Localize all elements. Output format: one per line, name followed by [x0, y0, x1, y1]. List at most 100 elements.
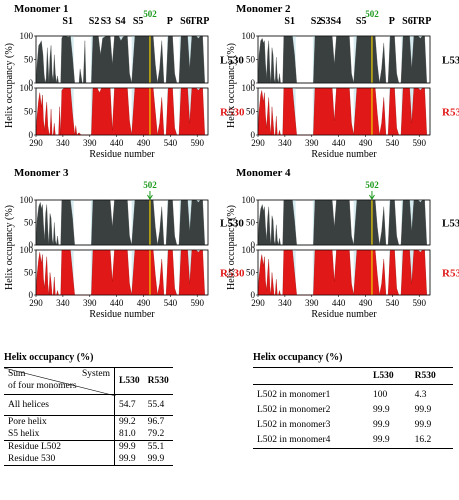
x-tick-label: 290: [251, 298, 265, 308]
r530-occupancy-area: [257, 249, 430, 296]
row-value-l530: 99.9: [119, 442, 136, 452]
x-tick-label: 540: [386, 138, 400, 148]
series-label: L530: [220, 55, 244, 67]
marker-label: 502: [365, 9, 379, 19]
r530-occupancy-area: [35, 87, 208, 136]
x-tick-label: 340: [278, 298, 292, 308]
row-value-l530: 99.2: [119, 417, 136, 427]
x-tick-label: 490: [137, 298, 151, 308]
segment-label: TRP: [189, 16, 209, 27]
y-tick-label: 0: [251, 78, 256, 88]
panel-title: Monomer 4: [236, 167, 291, 179]
y-tick-label: 0: [29, 240, 34, 250]
segment-label: S2: [89, 16, 100, 27]
summary-table: System Sum of four monomers L530 R530 Al…: [4, 367, 173, 466]
y-tick-label: 50: [246, 268, 256, 278]
y-tick-label: 0: [29, 78, 34, 88]
row-label: L502 in monomer2: [257, 405, 331, 415]
helix-occupancy-summary-table: Helix occupancy (%) System Sum of four m…: [4, 352, 210, 466]
marker-label: 502: [365, 180, 379, 190]
header-sum-line2: of four monomers: [8, 381, 77, 391]
row-label: L502 in monomer3: [257, 420, 331, 430]
marker-arrow: [369, 191, 375, 200]
x-tick-label: 490: [359, 298, 373, 308]
marker-label: 502: [143, 9, 157, 19]
row-value-r530: 99.9: [414, 405, 432, 415]
helix-occupancy-figure: Monomer 1S1 S2 S3 S4 S5 P S6TRP502050100L53005…: [4, 3, 459, 320]
y-axis-label: Helix occupancy (%): [226, 43, 237, 128]
y-tick-label: 50: [246, 55, 256, 65]
row-label: All helices: [4, 394, 115, 416]
x-tick-label: 590: [413, 298, 427, 308]
row-value-r530: 16.2: [414, 435, 432, 445]
l530-occupancy-area: [35, 199, 208, 246]
row-label: Residue L502: [4, 440, 115, 453]
x-tick-label: 340: [56, 298, 70, 308]
segment-label: S1: [62, 16, 73, 27]
y-tick-label: 0: [251, 240, 256, 250]
col-header-r530: R530: [147, 376, 169, 386]
series-label: L530: [442, 218, 459, 230]
x-tick-label: 390: [83, 138, 97, 148]
segment-label: S6: [180, 16, 191, 27]
series-label: R530: [220, 107, 245, 119]
l530-occupancy-area: [257, 199, 430, 246]
row-value-r530: 4.3: [414, 390, 427, 400]
y-tick-label: 50: [24, 268, 34, 278]
row-value-l530: 54.7: [119, 400, 136, 410]
empty-header-cell: [253, 368, 369, 385]
y-tick-label: 50: [24, 55, 34, 65]
header-system: System: [82, 369, 110, 379]
r530-occupancy-area: [257, 87, 430, 136]
y-tick-label: 50: [24, 107, 34, 117]
y-axis-label: Helix occupancy (%): [4, 205, 15, 290]
diagonal-line: [4, 368, 116, 396]
y-axis-label: Helix occupancy (%): [226, 205, 237, 290]
y-tick-label: 100: [242, 31, 256, 41]
x-tick-label: 590: [191, 138, 205, 148]
x-tick-label: 290: [251, 138, 265, 148]
segment-label: P: [389, 16, 395, 27]
row-value-r530: 99.9: [414, 420, 432, 430]
row-value-l530: 99.9: [373, 420, 390, 430]
x-tick-label: 290: [29, 138, 43, 148]
row-value-l530: 99.9: [119, 454, 136, 464]
x-tick-label: 390: [305, 138, 319, 148]
y-tick-label: 50: [246, 107, 256, 117]
y-tick-label: 0: [29, 290, 34, 300]
l502-table: L530 R530 L502 in monomer1 100 4.3 L502 …: [253, 367, 453, 449]
segment-label: S5: [356, 16, 367, 27]
r530-occupancy-area: [35, 249, 208, 296]
x-tick-label: 590: [191, 298, 205, 308]
segment-label: TRP: [411, 16, 431, 27]
row-value-r530: 55.1: [147, 442, 165, 452]
x-tick-label: 540: [164, 138, 178, 148]
x-tick-label: 440: [332, 138, 346, 148]
x-axis-label: Residue number: [89, 149, 155, 160]
series-label: R530: [220, 268, 245, 280]
col-header-r530: R530: [414, 371, 436, 381]
x-tick-label: 440: [110, 298, 124, 308]
l502-occupancy-table: Helix occupancy (%) L530 R530 L502 in mo…: [253, 352, 453, 449]
x-axis-label: Residue number: [311, 309, 377, 320]
row-label: S5 helix: [4, 428, 115, 441]
panel-title: Monomer 1: [14, 3, 68, 15]
segment-label: S2: [311, 16, 322, 27]
x-tick-label: 340: [56, 138, 70, 148]
table-right-title: Helix occupancy (%): [253, 352, 343, 363]
series-label: L530: [220, 218, 244, 230]
y-tick-label: 50: [24, 218, 34, 228]
x-tick-label: 390: [305, 298, 319, 308]
row-label: L502 in monomer1: [257, 390, 331, 400]
row-value-l530: 99.9: [373, 405, 390, 415]
segment-label: S3: [101, 16, 112, 27]
row-value-r530: 55.4: [147, 400, 165, 410]
x-axis-label: Residue number: [89, 309, 155, 320]
x-tick-label: 540: [386, 298, 400, 308]
y-tick-label: 0: [251, 130, 256, 140]
row-label: L502 in monomer4: [257, 435, 331, 445]
panel-title: Monomer 3: [14, 167, 69, 179]
segment-label: P: [167, 16, 173, 27]
marker-label: 502: [143, 180, 157, 190]
x-tick-label: 490: [359, 138, 373, 148]
